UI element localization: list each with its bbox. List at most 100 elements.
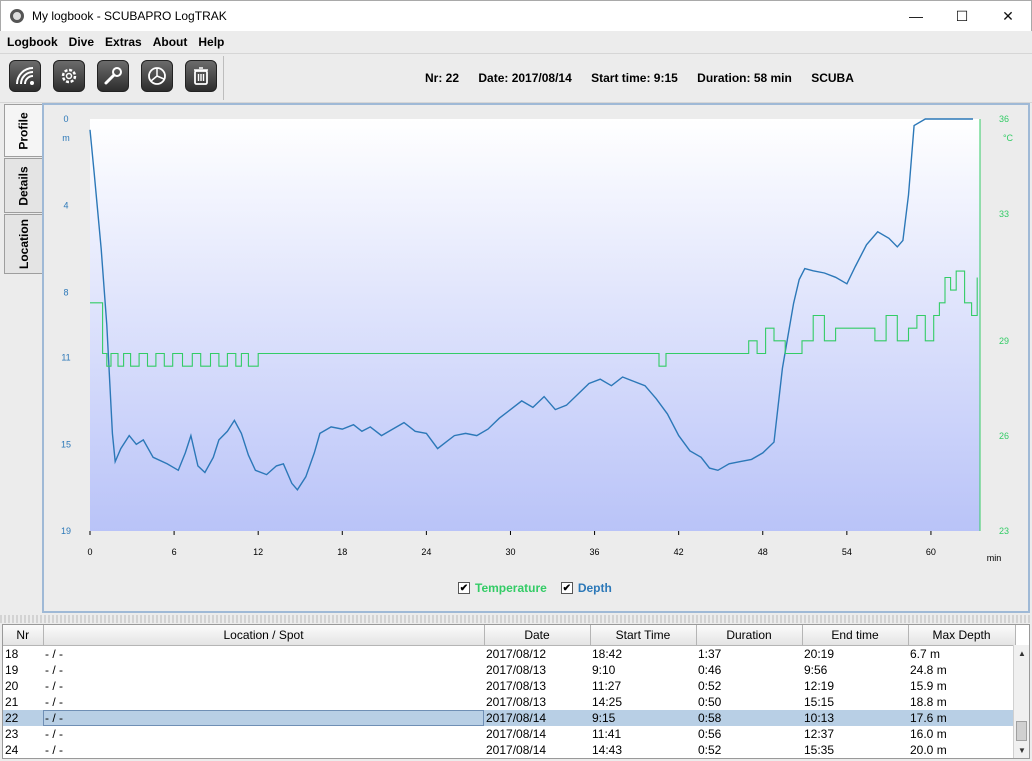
temperature-checkbox[interactable]: ✔ bbox=[458, 582, 470, 594]
scroll-thumb[interactable] bbox=[1016, 721, 1027, 741]
x-tick-label: 60 bbox=[926, 547, 936, 557]
table-cell: 12:37 bbox=[804, 726, 835, 741]
legend-temperature: Temperature bbox=[475, 581, 547, 595]
x-tick-label: 0 bbox=[87, 547, 92, 557]
toolbar-separator bbox=[223, 56, 224, 100]
chart-legend: ✔ Temperature ✔ Depth bbox=[458, 581, 612, 595]
dive-profile-chart: 0 6 12 18 24 30 36 42 48 54 60 min 0 4 8 11 15 19 m 36 33 29 2… bbox=[42, 103, 1030, 613]
table-cell: 10:13 bbox=[802, 709, 908, 726]
tools-button[interactable] bbox=[97, 60, 129, 92]
table-cell: - / - bbox=[45, 646, 63, 661]
table-row[interactable]: 22- / -2017/08/14 9:15 0:58 10:13 17.6 m bbox=[3, 709, 1015, 726]
depth-tick-label: 8 bbox=[63, 287, 68, 297]
x-tick-label: 30 bbox=[505, 547, 515, 557]
table-cell: 15.9 m bbox=[910, 678, 947, 693]
table-cell: 9:10 bbox=[592, 662, 616, 677]
title-bar: My logbook - SCUBAPRO LogTRAK — ☐ ✕ bbox=[0, 0, 1032, 31]
table-cell: 20:19 bbox=[804, 646, 835, 661]
maximize-button[interactable]: ☐ bbox=[955, 7, 969, 24]
toolbar: Nr: 22 Date: 2017/08/14 Start time: 9:15… bbox=[0, 53, 1032, 103]
menu-about[interactable]: About bbox=[152, 35, 188, 49]
x-tick-label: 24 bbox=[421, 547, 431, 557]
settings-button[interactable] bbox=[53, 60, 85, 92]
table-cell: 18.8 m bbox=[910, 694, 947, 709]
depth-tick-label: 11 bbox=[61, 353, 70, 363]
tab-details[interactable]: Details bbox=[4, 158, 42, 213]
table-cell: - / - bbox=[45, 678, 63, 693]
column-header[interactable]: Location / Spot bbox=[43, 625, 485, 646]
temperature-tick-label: 23 bbox=[999, 526, 1009, 536]
table-cell: 0:58 bbox=[696, 709, 802, 726]
menu-help[interactable]: Help bbox=[198, 35, 225, 49]
table-cell: 0:50 bbox=[698, 694, 722, 709]
minimize-button[interactable]: — bbox=[909, 8, 923, 24]
tab-profile-label: Profile bbox=[16, 111, 31, 150]
column-header[interactable]: Start Time bbox=[590, 625, 697, 646]
temperature-tick-label: 36 bbox=[999, 114, 1009, 124]
x-tick-label: 18 bbox=[337, 547, 347, 557]
table-row[interactable]: 24 - / - 2017/08/14 14:43 0:52 15:35 20.0 m bbox=[3, 742, 1015, 758]
scroll-down-icon[interactable]: ▼ bbox=[1018, 745, 1026, 755]
menu-logbook[interactable]: Logbook bbox=[7, 35, 58, 49]
gear-icon bbox=[61, 68, 77, 84]
dive-date: Date: 2017/08/14 bbox=[478, 71, 572, 85]
x-tick-label: 42 bbox=[674, 547, 684, 557]
x-tick-label: 12 bbox=[253, 547, 263, 557]
depth-tick-label: 4 bbox=[63, 201, 68, 211]
table-cell: - / - bbox=[45, 726, 63, 741]
table-cell: 15:15 bbox=[804, 694, 835, 709]
table-cell: 2017/08/13 bbox=[486, 678, 547, 693]
download-button[interactable] bbox=[9, 60, 41, 92]
table-cell: 18:42 bbox=[592, 646, 623, 661]
table-row[interactable]: 23 - / - 2017/08/14 11:41 0:56 12:37 16.0 m bbox=[3, 726, 1015, 742]
table-cell: 0:56 bbox=[698, 726, 722, 741]
depth-tick-label: 19 bbox=[61, 526, 71, 536]
tab-location-label: Location bbox=[16, 219, 31, 269]
table-cell: 21 bbox=[5, 694, 19, 709]
table-row[interactable]: 19 - / - 2017/08/13 9:10 0:46 9:56 24.8 m bbox=[3, 662, 1015, 678]
panel-splitter[interactable] bbox=[0, 615, 1032, 623]
table-cell: - / - bbox=[45, 742, 63, 757]
menu-extras[interactable]: Extras bbox=[105, 35, 142, 49]
depth-unit-label: m bbox=[62, 133, 70, 143]
tab-location[interactable]: Location bbox=[4, 214, 42, 274]
table-cell: 24 bbox=[5, 742, 19, 757]
table-header: Nr Location / Spot Date Start Time Duration E… bbox=[3, 625, 1016, 646]
table-cell: 0:52 bbox=[698, 742, 722, 757]
column-header[interactable]: Max Depth bbox=[908, 625, 1016, 646]
close-button[interactable]: ✕ bbox=[1002, 7, 1014, 24]
trash-icon bbox=[194, 67, 208, 85]
table-cell: 20.0 m bbox=[910, 742, 947, 757]
table-cell: 9:56 bbox=[804, 662, 828, 677]
column-header[interactable]: End time bbox=[802, 625, 909, 646]
tab-profile[interactable]: Profile bbox=[4, 104, 42, 157]
wrench-icon bbox=[104, 67, 122, 85]
table-scrollbar[interactable]: ▲ ▼ bbox=[1013, 645, 1029, 758]
column-header[interactable]: Duration bbox=[696, 625, 803, 646]
dive-duration: Duration: 58 min bbox=[697, 71, 792, 85]
wireless-download-icon bbox=[16, 67, 34, 85]
table-cell: 12:19 bbox=[804, 678, 835, 693]
table-cell: 22 bbox=[3, 709, 43, 726]
app-icon bbox=[10, 9, 24, 23]
statistics-button[interactable] bbox=[141, 60, 173, 92]
column-header[interactable]: Nr bbox=[3, 625, 44, 646]
delete-button[interactable] bbox=[185, 60, 217, 92]
table-row[interactable]: 21 - / - 2017/08/13 14:25 0:50 15:15 18.8 m bbox=[3, 694, 1015, 710]
table-cell: - / - bbox=[45, 662, 63, 677]
depth-checkbox[interactable]: ✔ bbox=[560, 582, 573, 594]
menu-dive[interactable]: Dive bbox=[68, 35, 95, 49]
dive-start-time: Start time: 9:15 bbox=[591, 71, 678, 85]
column-header[interactable]: Date bbox=[484, 625, 591, 646]
scroll-up-icon[interactable]: ▲ bbox=[1018, 648, 1026, 658]
table-cell: 19 bbox=[5, 662, 19, 677]
table-row[interactable]: 18 - / - 2017/08/12 18:42 1:37 20:19 6.7 m bbox=[3, 645, 1015, 662]
table-row[interactable]: 20 - / - 2017/08/13 11:27 0:52 12:19 15.9 m bbox=[3, 678, 1015, 694]
x-tick-label: 54 bbox=[842, 547, 852, 557]
table-cell: 17.6 m bbox=[908, 709, 1015, 726]
table-cell: 6.7 m bbox=[910, 646, 941, 661]
table-cell: 23 bbox=[5, 726, 19, 741]
depth-tick-label: 15 bbox=[61, 439, 71, 449]
table-cell: - / - bbox=[43, 709, 484, 726]
depth-series-line bbox=[89, 118, 973, 491]
